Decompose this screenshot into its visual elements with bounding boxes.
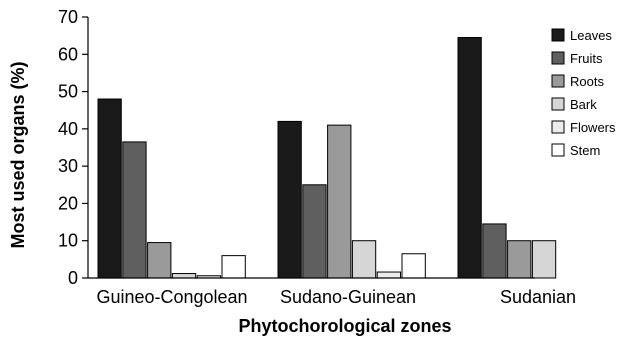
bars-group xyxy=(97,37,557,279)
y-tick-label: 70 xyxy=(58,7,78,27)
bar-roots-1 xyxy=(327,124,352,279)
legend-label-leaves: Leaves xyxy=(570,28,612,43)
bar-bark-1 xyxy=(351,240,377,279)
x-axis-title: Phytochorological zones xyxy=(238,316,451,336)
legend-swatch-stem xyxy=(551,143,565,157)
bar-roots-0 xyxy=(147,242,172,279)
bar-bark-2 xyxy=(531,240,557,279)
bar-fruits-2 xyxy=(482,223,507,279)
legend-label-bark: Bark xyxy=(570,97,597,112)
x-category-label: Guineo-Congolean xyxy=(96,287,247,307)
bar-stem-1 xyxy=(401,253,426,279)
bar-leaves-0 xyxy=(97,98,122,279)
y-tick-label: 20 xyxy=(58,193,78,213)
bar-fruits-1 xyxy=(302,184,327,279)
legend-swatch-leaves xyxy=(551,28,565,42)
legend-swatch-roots xyxy=(551,74,565,88)
legend-label-flowers: Flowers xyxy=(570,120,616,135)
y-tick-label: 10 xyxy=(58,231,78,251)
legend-label-fruits: Fruits xyxy=(570,51,603,66)
legend-swatch-fruits xyxy=(551,51,565,65)
legend: Leaves Fruits Roots Bark Flowers Stem xyxy=(551,28,616,158)
y-tick-label: 0 xyxy=(68,268,78,288)
bar-bark-0 xyxy=(171,273,197,279)
legend-swatch-bark xyxy=(551,97,565,111)
bar-leaves-2 xyxy=(457,37,482,279)
bar-fruits-0 xyxy=(122,141,147,279)
x-axis-categories: Guineo-Congolean Sudano-Guinean Sudanian xyxy=(96,287,576,307)
bar-stem-0 xyxy=(221,255,246,279)
y-tick-label: 40 xyxy=(58,119,78,139)
legend-label-stem: Stem xyxy=(570,143,600,158)
legend-swatch-flowers xyxy=(551,120,565,134)
y-tick-label: 60 xyxy=(58,44,78,64)
y-axis-ticks: 0 10 20 30 40 50 60 70 xyxy=(58,7,88,288)
y-tick-label: 30 xyxy=(58,156,78,176)
x-category-label: Sudano-Guinean xyxy=(280,287,416,307)
legend-label-roots: Roots xyxy=(570,74,604,89)
x-category-label: Sudanian xyxy=(500,287,576,307)
bar-roots-2 xyxy=(507,240,532,279)
y-axis-title: Most used organs (%) xyxy=(8,61,28,248)
bar-leaves-1 xyxy=(277,120,302,279)
bar-flowers-1 xyxy=(376,271,402,279)
y-tick-label: 50 xyxy=(58,82,78,102)
